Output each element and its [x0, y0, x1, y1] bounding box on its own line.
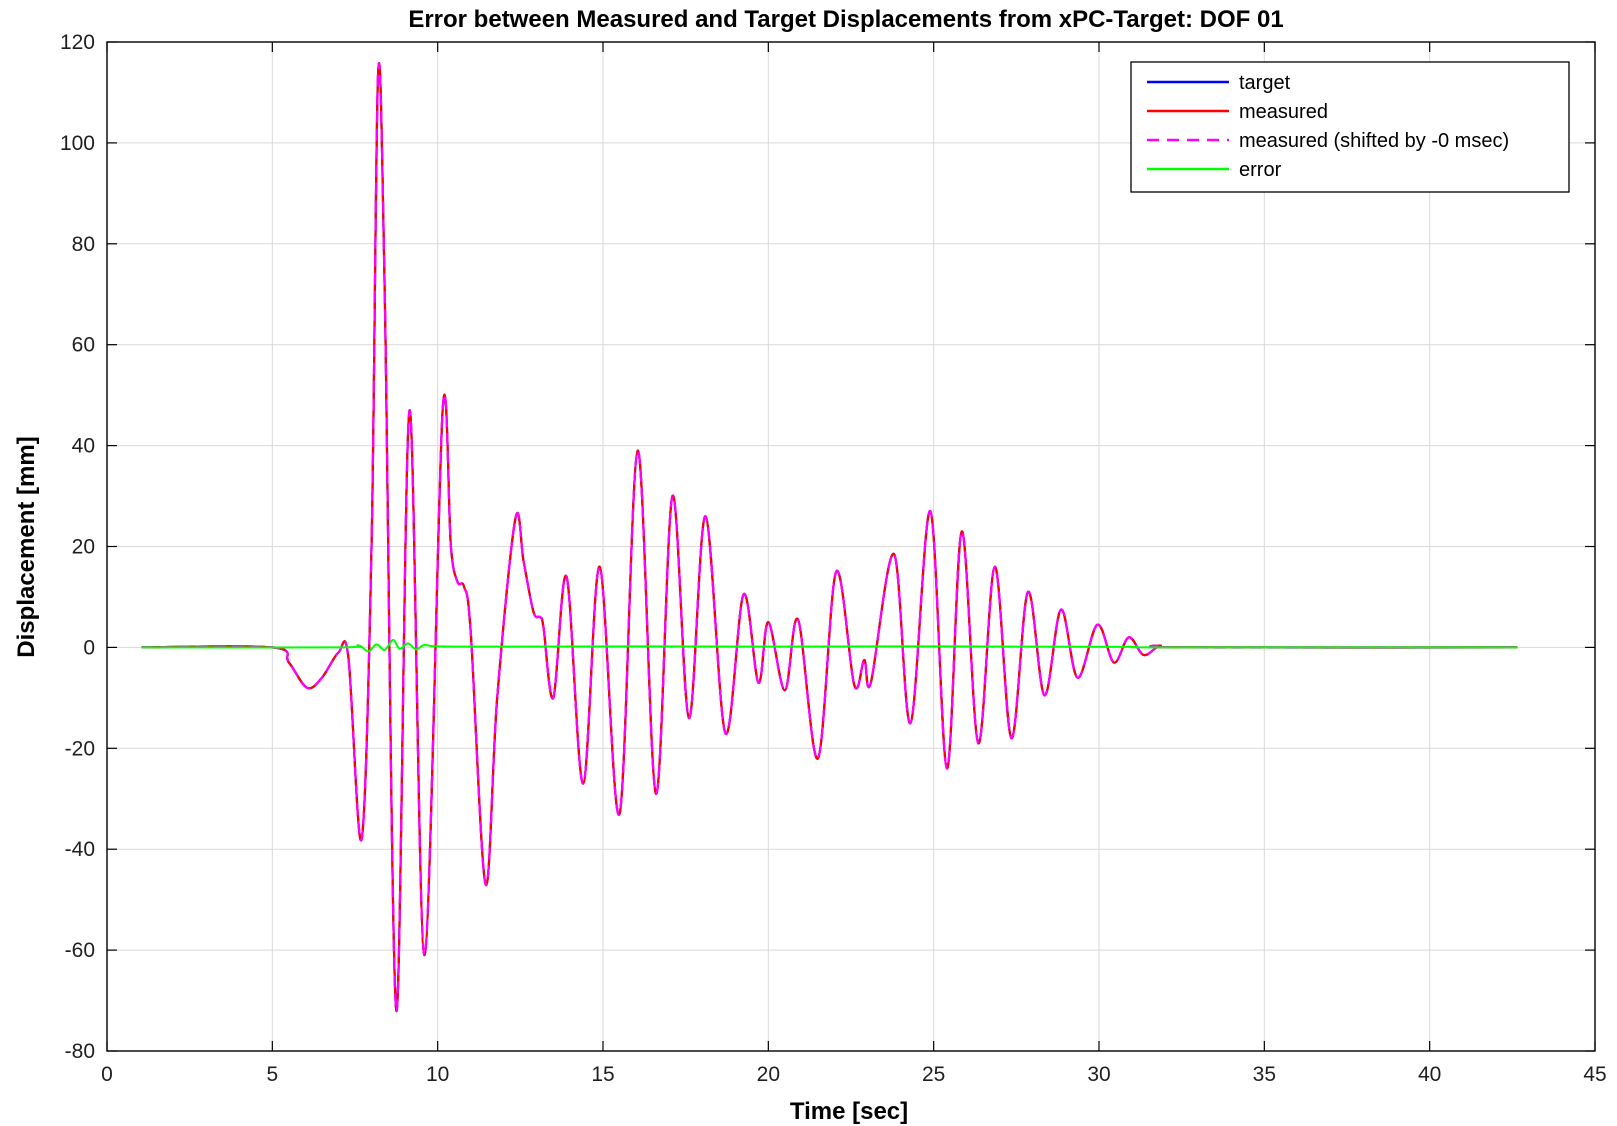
- x-tick-label: 0: [101, 1063, 113, 1086]
- y-tick-label: 40: [72, 435, 95, 458]
- x-tick-label: 15: [591, 1063, 614, 1086]
- plot-frame: [106, 41, 1596, 1052]
- data-series: [141, 62, 1518, 1012]
- series-line-error: [141, 638, 1518, 653]
- grid: [107, 42, 1595, 1051]
- y-tick-label: 80: [72, 233, 95, 256]
- y-tick-label: -20: [65, 737, 95, 760]
- x-tick-label: 25: [922, 1063, 945, 1086]
- x-tick-label: 45: [1583, 1063, 1606, 1086]
- y-axis-label: Displacement [mm]: [13, 436, 40, 657]
- legend-box: [1130, 61, 1570, 193]
- y-tick-label: 60: [72, 334, 95, 357]
- y-tick-label: 100: [60, 132, 95, 155]
- y-tick-label: -80: [65, 1040, 95, 1063]
- x-tick-label: 30: [1087, 1063, 1110, 1086]
- x-tick-label: 35: [1253, 1063, 1276, 1086]
- chart-title: Error between Measured and Target Displa…: [408, 6, 1283, 33]
- y-tick-label: 0: [83, 636, 95, 659]
- x-tick-label: 5: [266, 1063, 278, 1086]
- legend-label-target: target: [1239, 72, 1291, 94]
- axis-ticks: 0 5 10 15 20 25 30 35 40 45 120 100 80 60 40 20 0 -20 -40 -…: [60, 31, 1607, 1086]
- y-tick-label: 20: [72, 536, 95, 559]
- y-tick-label: -40: [65, 838, 95, 861]
- x-tick-label: 10: [426, 1063, 449, 1086]
- y-tick-label: 120: [60, 31, 95, 54]
- legend-label-measured-shifted-by-0-msec: measured (shifted by -0 msec): [1239, 130, 1509, 152]
- legend-label-error: error: [1239, 159, 1282, 181]
- legend: target measured measured (shifted by -0 ms…: [1130, 61, 1570, 193]
- x-tick-label: 20: [757, 1063, 780, 1086]
- y-tick-label: -60: [65, 939, 95, 962]
- x-axis-label: Time [sec]: [790, 1098, 908, 1125]
- x-tick-label: 40: [1418, 1063, 1441, 1086]
- series-line-measured: [141, 62, 1518, 1012]
- legend-label-measured: measured: [1239, 101, 1328, 123]
